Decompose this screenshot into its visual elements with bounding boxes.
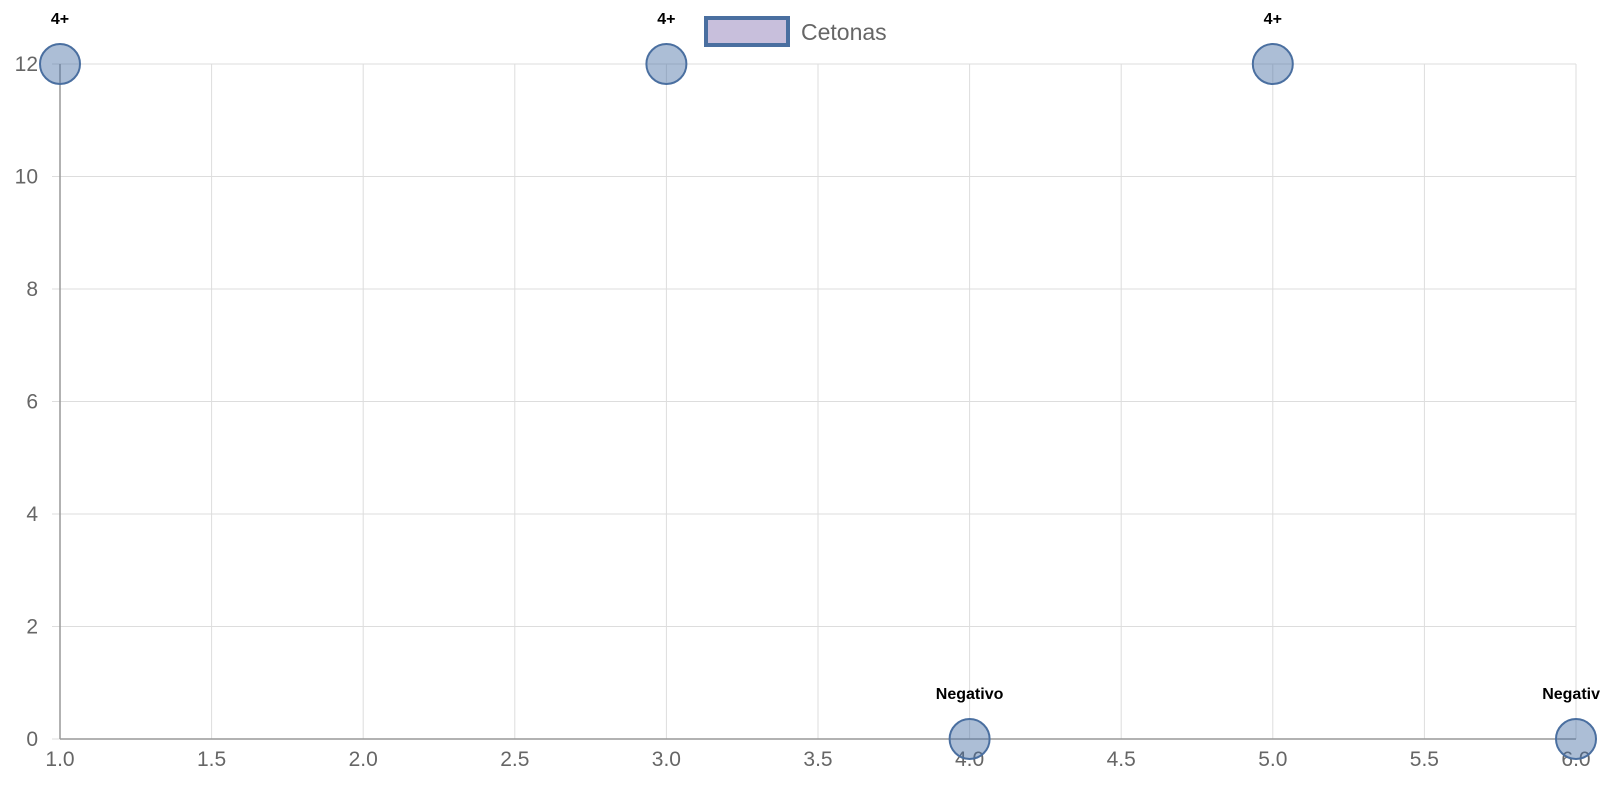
- x-tick-label: 1.0: [45, 748, 74, 771]
- data-point[interactable]: [39, 43, 81, 85]
- x-tick-label: 3.0: [652, 748, 681, 771]
- data-label: Negativo: [1542, 686, 1600, 703]
- y-tick-label: 6: [26, 391, 38, 414]
- x-tick-label: 2.0: [349, 748, 378, 771]
- y-tick-label: 2: [26, 616, 38, 639]
- x-tick-label: 2.5: [500, 748, 529, 771]
- y-tick-label: 8: [26, 278, 38, 301]
- data-points: [39, 43, 1597, 760]
- data-labels: 4+ 4+ Negativo 4+ Negativo: [51, 11, 1600, 703]
- x-tick-label: 5.5: [1410, 748, 1439, 771]
- data-label: 4+: [51, 11, 69, 28]
- grid: [52, 63, 1577, 740]
- x-tick-label: 1.5: [197, 748, 226, 771]
- data-point[interactable]: [645, 43, 688, 85]
- y-tick-label: 12: [15, 53, 38, 76]
- data-label: 4+: [1264, 11, 1282, 28]
- data-point[interactable]: [1555, 718, 1597, 760]
- x-tick-label: 5.0: [1258, 748, 1287, 771]
- legend-swatch[interactable]: [704, 16, 790, 47]
- axes: 1.01.52.02.53.03.54.04.55.05.56.00246810…: [15, 53, 1591, 771]
- y-tick-label: 10: [15, 166, 38, 189]
- data-label: Negativo: [936, 686, 1004, 703]
- legend-label[interactable]: Cetonas: [801, 19, 887, 45]
- y-tick-label: 0: [26, 728, 38, 751]
- data-point[interactable]: [948, 718, 991, 760]
- data-label: 4+: [657, 11, 675, 28]
- x-tick-label: 4.5: [1107, 748, 1136, 771]
- legend[interactable]: Cetonas: [704, 16, 887, 47]
- data-point[interactable]: [1251, 43, 1294, 85]
- y-tick-label: 4: [26, 503, 38, 526]
- x-tick-label: 3.5: [803, 748, 832, 771]
